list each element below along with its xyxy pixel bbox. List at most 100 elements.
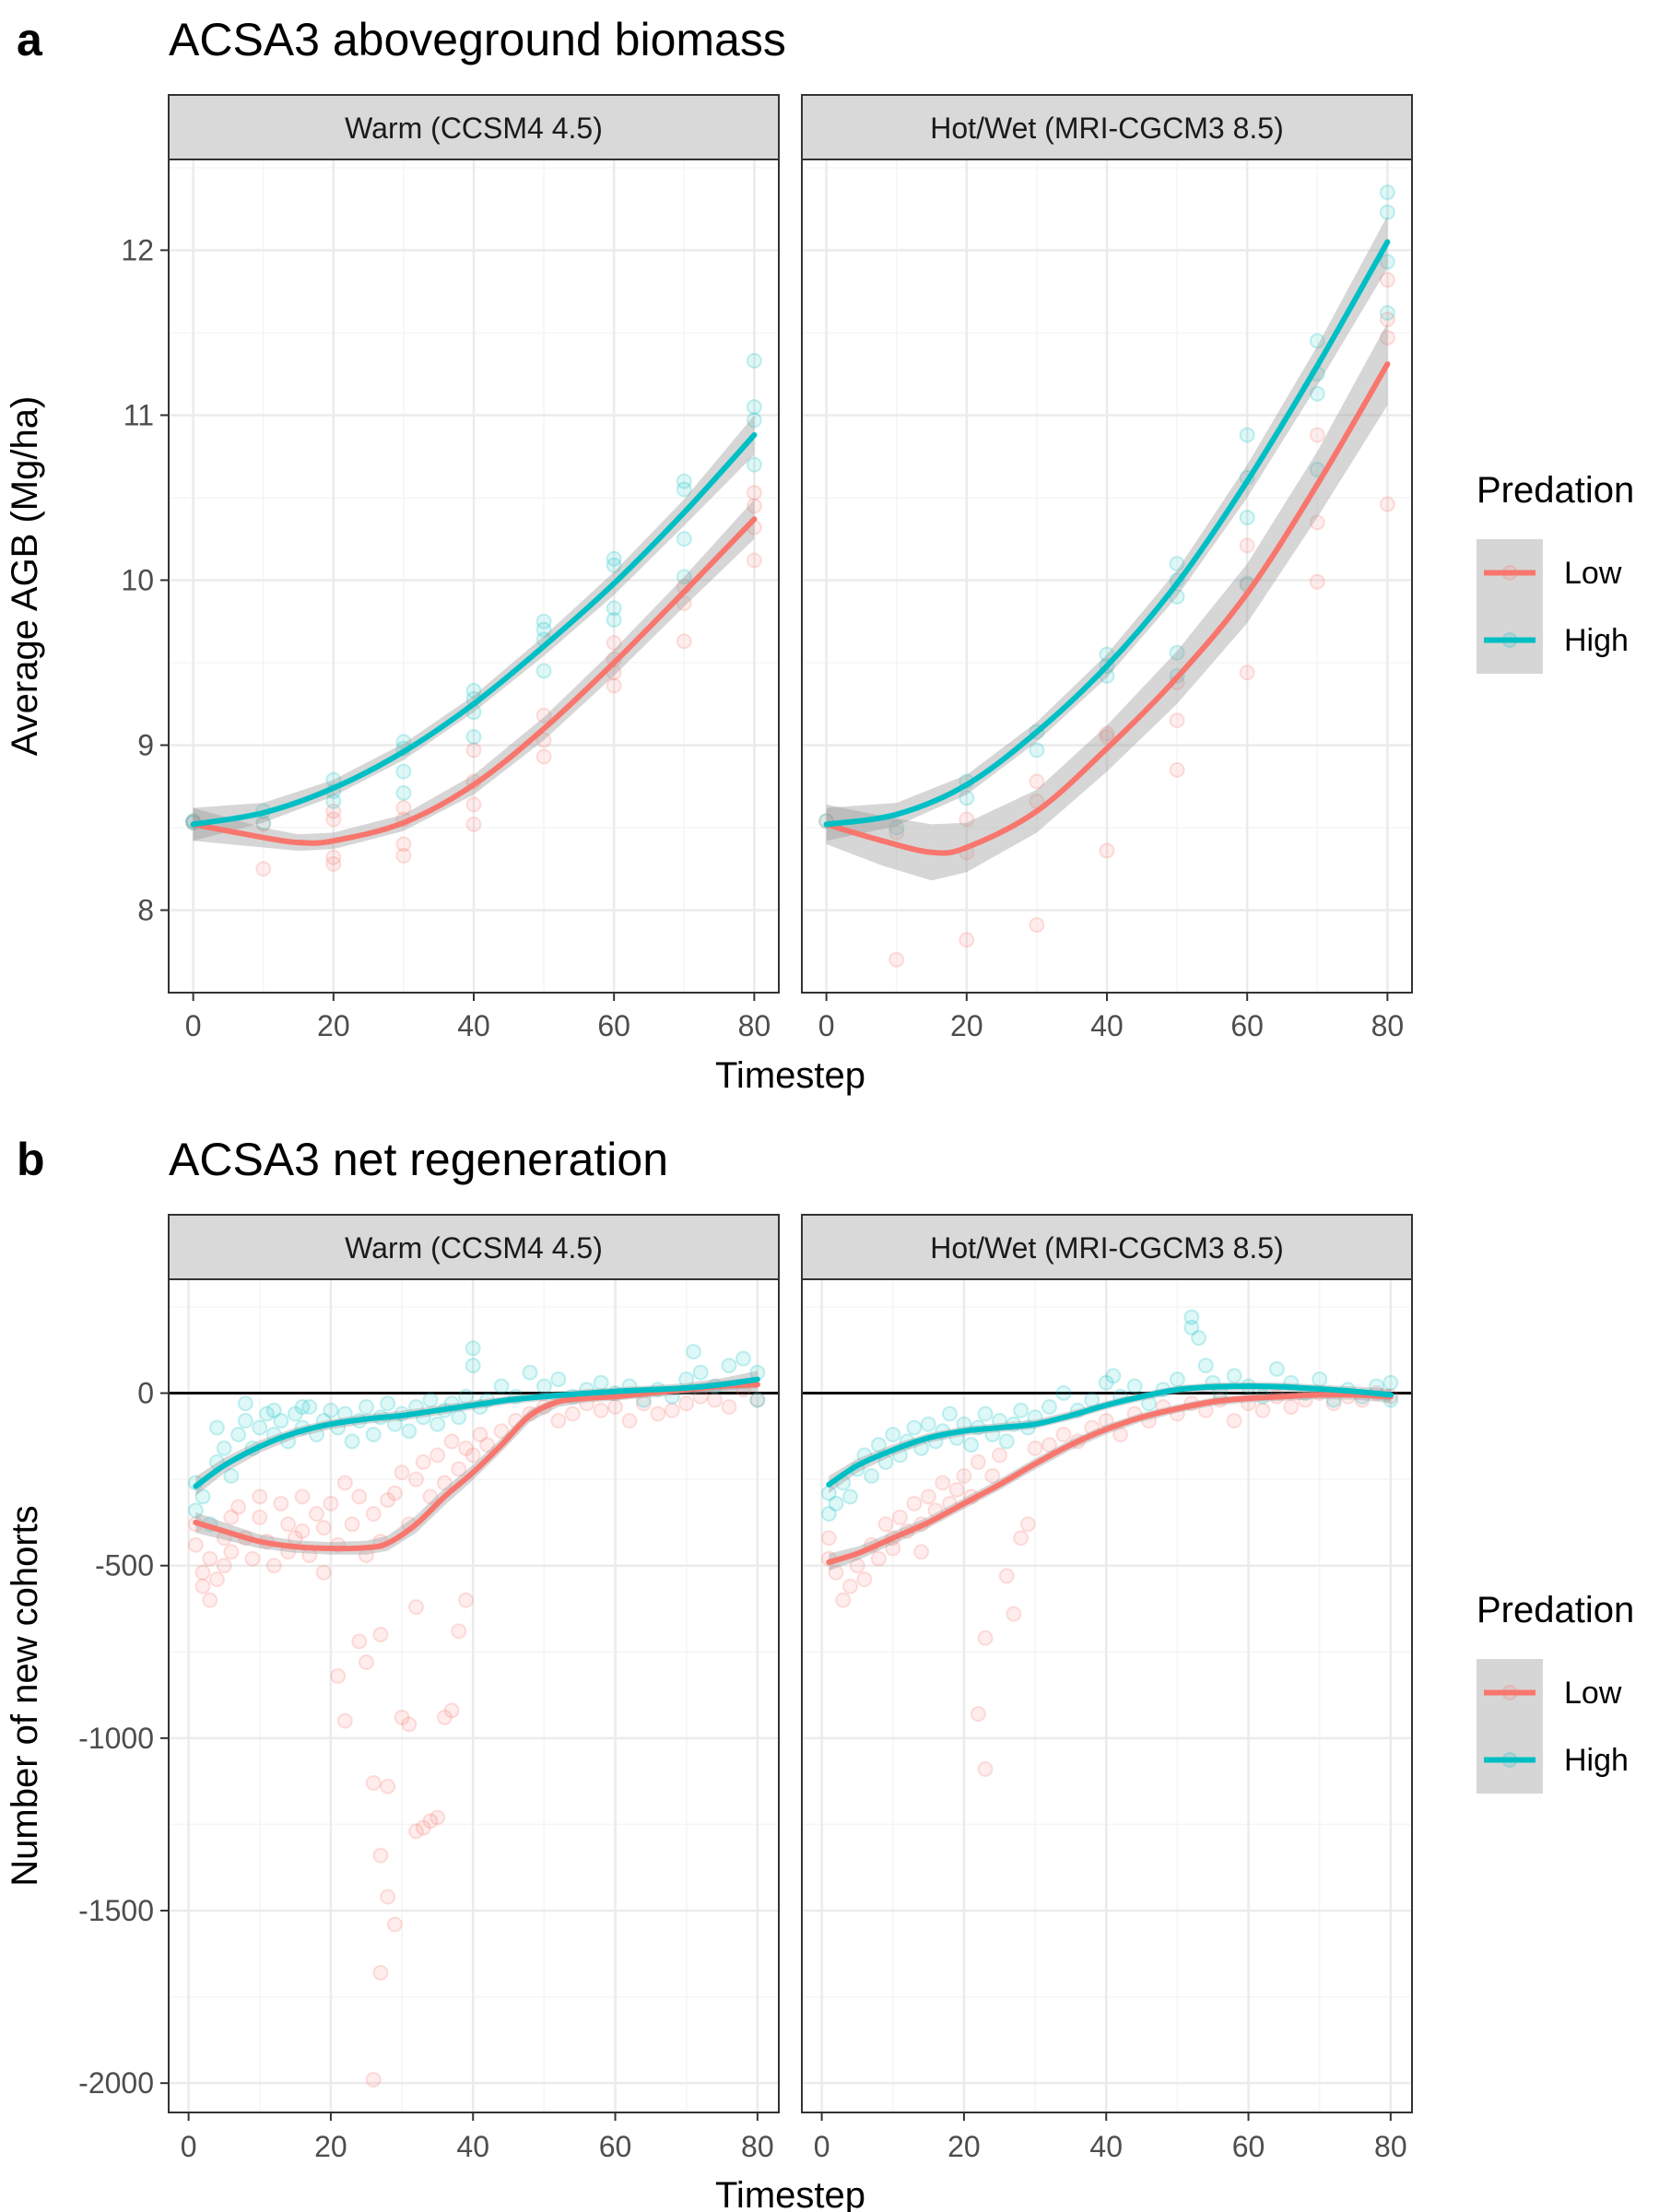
data-point <box>1268 1360 1285 1377</box>
data-point <box>841 1578 858 1594</box>
data-point <box>828 1495 844 1512</box>
y-tick-label: -1500 <box>78 1894 154 1927</box>
data-point <box>372 1847 389 1864</box>
data-point <box>885 1426 901 1442</box>
data-point <box>365 1775 382 1792</box>
legend-label-low: Low <box>1564 556 1622 591</box>
data-point <box>1239 665 1255 681</box>
x-tick-label: 40 <box>456 2130 489 2163</box>
data-point <box>1254 1402 1271 1418</box>
facet-1: Hot/Wet (MRI-CGCM3 8.5) 0 20 40 60 80 <box>801 1214 1413 2163</box>
data-point <box>325 811 342 828</box>
data-point <box>959 811 975 828</box>
fit-line-low <box>826 1392 1394 1565</box>
data-point <box>550 1371 567 1388</box>
data-point <box>991 1447 1007 1464</box>
data-point <box>252 1509 268 1525</box>
data-point <box>535 748 552 765</box>
data-point <box>849 1558 865 1574</box>
data-point <box>422 1392 439 1408</box>
facet-strip <box>801 1214 1413 1280</box>
data-point <box>323 1402 339 1418</box>
y-tick-label: -500 <box>95 1549 154 1583</box>
data-point <box>351 1488 368 1505</box>
data-point <box>746 498 762 514</box>
y-tick-label: 11 <box>124 398 154 431</box>
x-tick-label: 20 <box>314 2130 347 2163</box>
x-axis-label: Timestep <box>715 1055 865 1096</box>
data-point <box>273 1412 289 1429</box>
data-point <box>493 1423 510 1440</box>
data-point <box>856 1571 873 1588</box>
data-point <box>1312 1371 1328 1388</box>
data-point <box>1379 329 1395 346</box>
data-point <box>443 1433 460 1450</box>
data-point <box>465 1447 481 1464</box>
x-tick-label: 80 <box>1371 1009 1405 1042</box>
data-point <box>336 1712 353 1729</box>
data-point <box>344 1433 360 1450</box>
data-point <box>841 1488 858 1505</box>
data-point <box>223 1467 240 1484</box>
data-point <box>888 819 905 836</box>
data-point <box>607 1399 624 1416</box>
data-point <box>820 1506 837 1523</box>
data-point <box>746 399 762 416</box>
data-point <box>1013 1402 1030 1418</box>
legend: Predation Low High <box>1477 470 1634 674</box>
chart-a: a ACSA3 aboveground biomass Average AGB (M… <box>5 14 1634 1096</box>
data-point <box>202 1550 218 1567</box>
data-point <box>870 1550 887 1567</box>
data-point <box>864 1467 880 1484</box>
data-point <box>1379 184 1395 201</box>
data-point <box>1126 1378 1143 1394</box>
data-point <box>535 663 552 679</box>
data-point <box>913 1544 930 1560</box>
series-points-low <box>185 485 762 877</box>
data-point <box>358 1399 374 1416</box>
data-point <box>535 621 552 638</box>
data-point <box>394 1465 410 1481</box>
data-point <box>606 557 622 573</box>
data-point <box>1239 509 1255 525</box>
facet-0: Warm (CCSM4 4.5) 0 20 40 60 80 8 9 10 11 12 <box>121 94 780 1042</box>
data-point <box>255 815 272 831</box>
data-point <box>941 1406 958 1422</box>
data-point <box>977 1406 994 1422</box>
data-point <box>749 1392 766 1408</box>
data-point <box>678 1395 695 1412</box>
legend-label-high: High <box>1564 1743 1629 1778</box>
confidence-band-low <box>826 323 1388 881</box>
data-point <box>394 1709 410 1725</box>
data-point <box>746 352 762 369</box>
data-point <box>984 1467 1001 1484</box>
data-point <box>436 1709 453 1725</box>
data-point <box>429 1416 446 1432</box>
data-point <box>820 1530 837 1547</box>
fit-line-high <box>823 239 1391 828</box>
data-point <box>408 1823 425 1840</box>
facet-1: Hot/Wet (MRI-CGCM3 8.5) 0 20 40 60 80 <box>801 94 1413 1042</box>
data-point <box>395 847 412 864</box>
data-point <box>535 613 552 629</box>
data-point <box>472 1426 488 1442</box>
fit-line-low <box>190 516 758 846</box>
data-point <box>676 473 692 489</box>
data-point <box>315 1564 332 1581</box>
data-point <box>1309 427 1325 443</box>
data-point <box>888 824 905 841</box>
data-point <box>294 1523 311 1539</box>
data-point <box>252 1419 268 1436</box>
data-point <box>1191 1330 1207 1347</box>
data-point <box>187 1536 204 1553</box>
y-tick-label: -1000 <box>78 1722 154 1755</box>
data-point <box>465 729 482 746</box>
data-point <box>294 1399 311 1416</box>
x-tick-label: 20 <box>317 1009 350 1042</box>
data-point <box>187 1502 204 1519</box>
data-point <box>959 790 975 806</box>
data-point <box>676 531 692 547</box>
panel-content <box>169 1279 779 2112</box>
x-tick-label: 20 <box>947 2130 981 2163</box>
data-point <box>1379 204 1395 220</box>
